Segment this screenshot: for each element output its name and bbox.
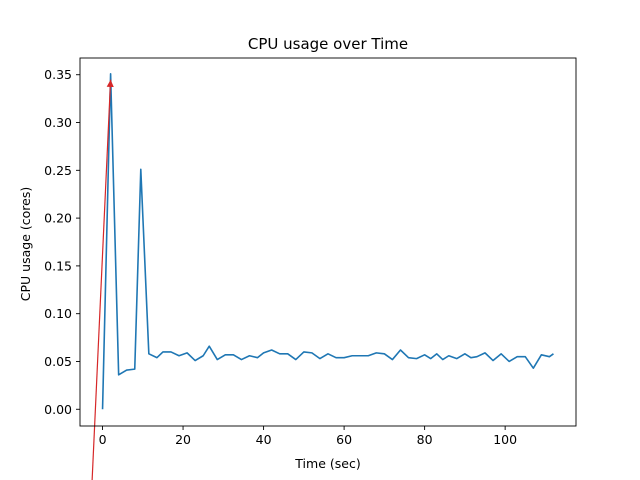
- series-line-0: [101, 72, 554, 410]
- y-tick-label: 0.00: [44, 402, 72, 417]
- y-tick-label: 0.05: [44, 354, 72, 369]
- axes: 0 20 40 60 80 100 0.00 0.05 0.10 0.15 0.20 0.25 0.30…: [44, 57, 577, 447]
- x-axis-label: Time (sec): [294, 456, 360, 471]
- chart-title: CPU usage over Time: [248, 35, 408, 53]
- x-tick-label: 20: [175, 432, 191, 447]
- x-tick-label: 80: [417, 432, 433, 447]
- y-tick-label: 0.30: [44, 115, 72, 130]
- y-tick-label: 0.35: [44, 67, 72, 82]
- y-tick-label: 0.20: [44, 211, 72, 226]
- plot-frame: [79, 57, 577, 427]
- x-tick-label: 40: [256, 432, 272, 447]
- y-tick-label: 0.10: [44, 306, 72, 321]
- y-tick-label: 0.25: [44, 163, 72, 178]
- x-tick-label: 60: [336, 432, 352, 447]
- plot-area: [91, 72, 554, 480]
- y-axis-label: CPU usage (cores): [18, 187, 33, 301]
- y-tick-label: 0.15: [44, 258, 72, 273]
- x-tick-label: 0: [99, 432, 107, 447]
- annotation-arrow: [91, 79, 114, 480]
- x-tick-label: 100: [493, 432, 517, 447]
